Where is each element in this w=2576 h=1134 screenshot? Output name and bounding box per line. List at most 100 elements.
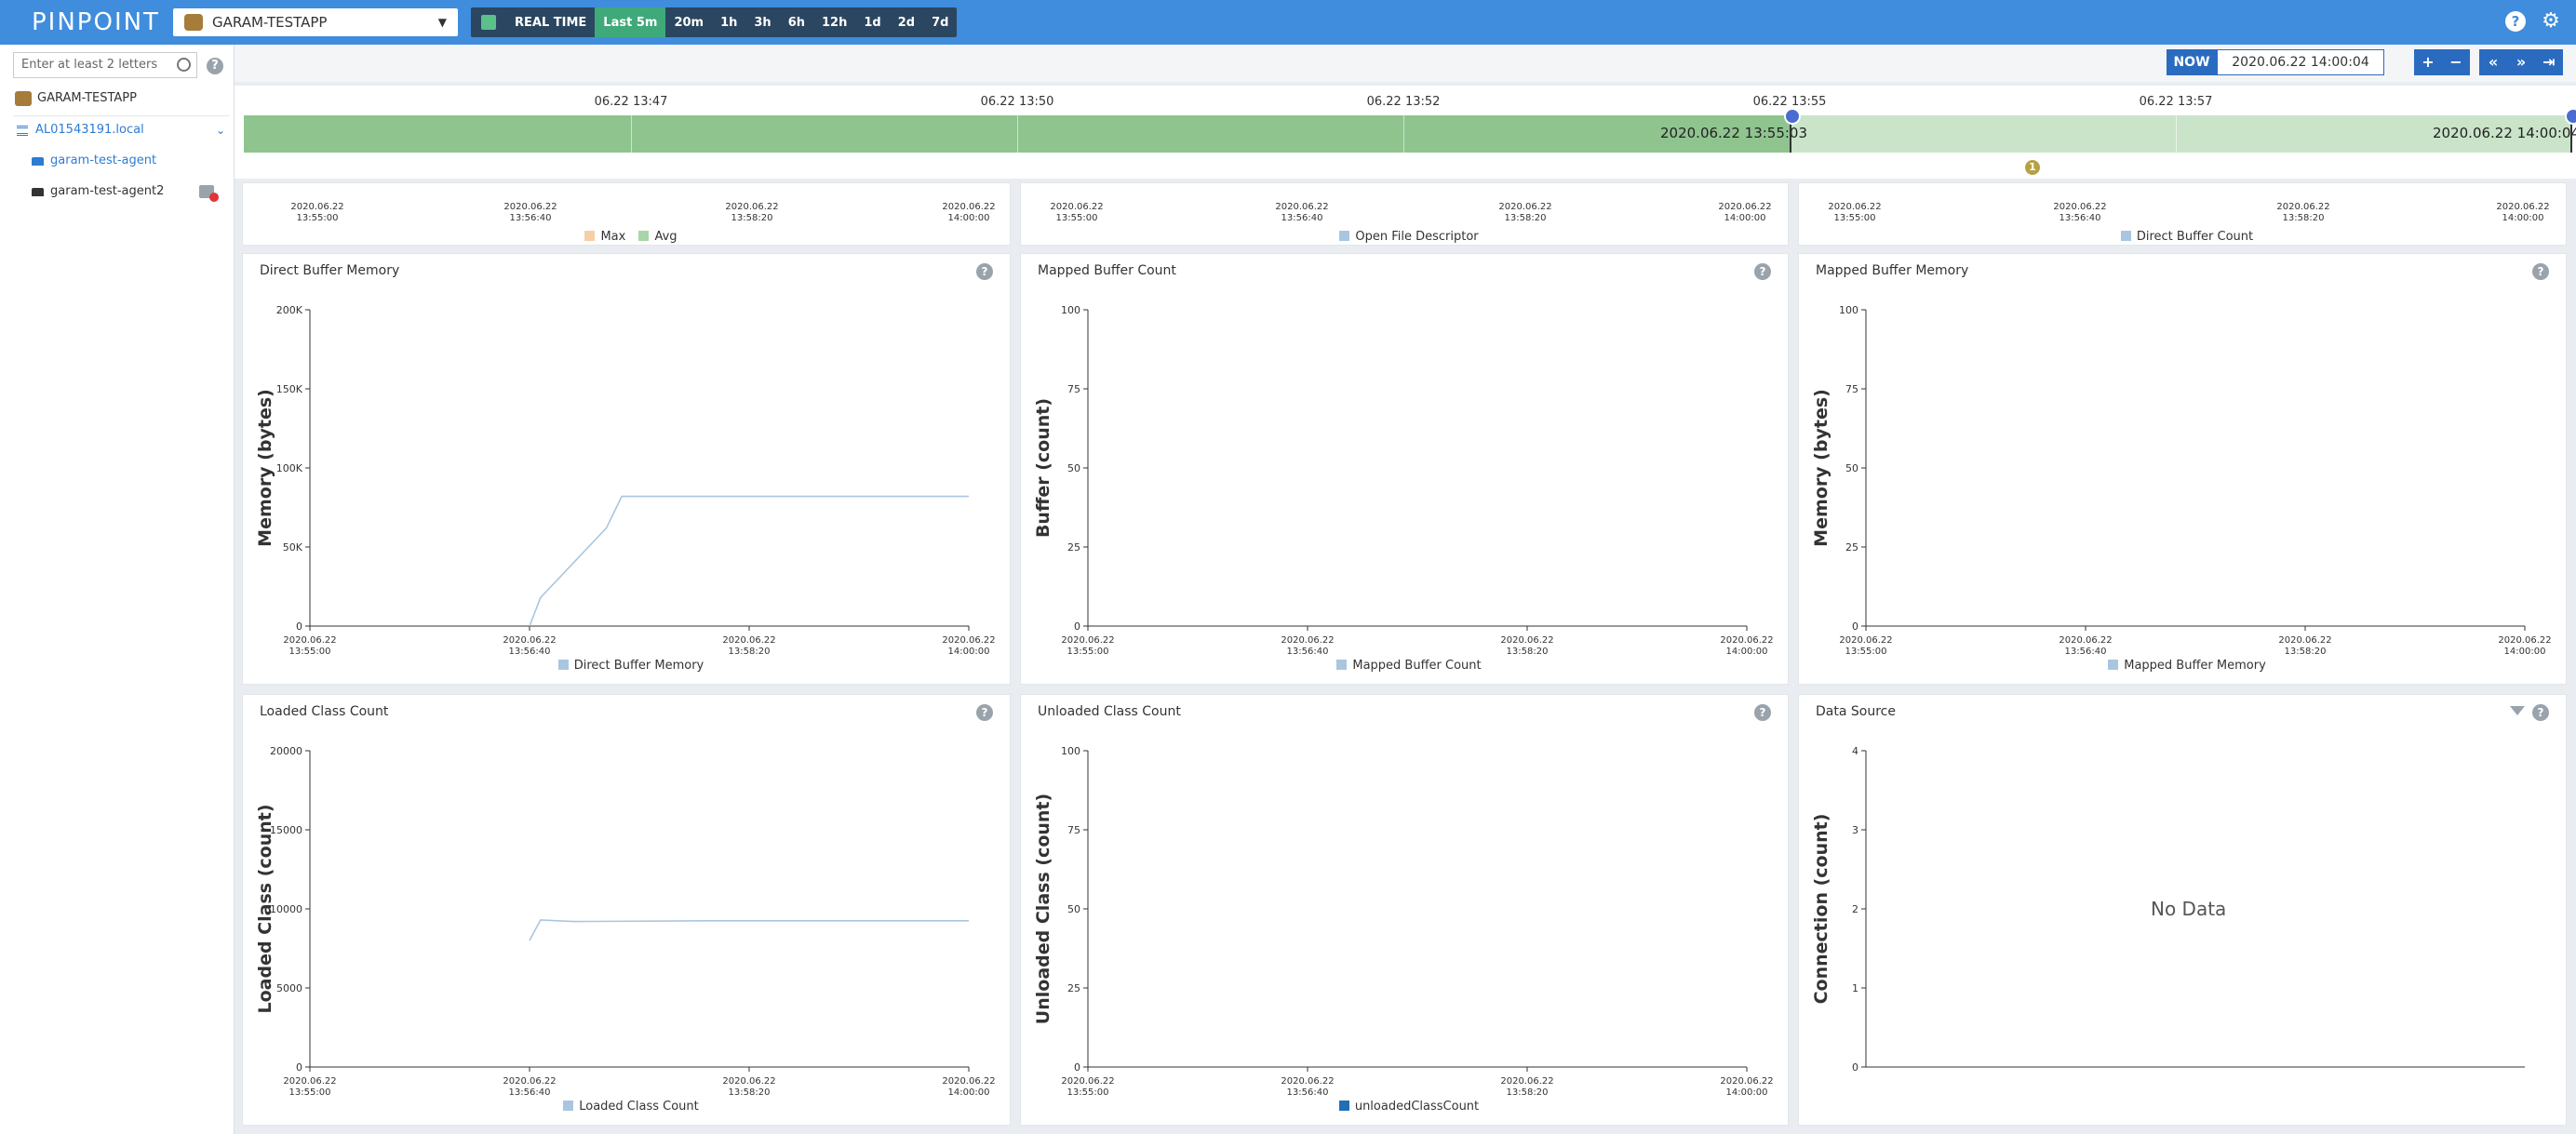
help-icon[interactable]: ? <box>1754 263 1771 280</box>
chart-legend: unloadedClassCount <box>1021 1100 1788 1114</box>
realtime-button[interactable]: REAL TIME <box>515 15 587 30</box>
chart-plot[interactable]: 200K 150K 100K 50K 0 Memory (bytes) 2020.06.22… <box>243 254 1012 686</box>
x-tick-label: 13:55:00 <box>289 647 331 657</box>
y-tick-label: 0 <box>1852 1061 1858 1074</box>
legend-label[interactable]: Mapped Buffer Count <box>1352 659 1482 673</box>
y-tick-label: 100K <box>276 462 303 474</box>
range-button-7d[interactable]: 7d <box>932 15 949 30</box>
agent-search-input[interactable]: Enter at least 2 letters <box>13 52 197 78</box>
legend-swatch <box>563 1101 574 1111</box>
timeline-event-marker[interactable]: 1 <box>2025 160 2040 175</box>
pinpoint-logo[interactable]: PINPOINT <box>32 8 160 36</box>
agent-icon <box>32 157 44 166</box>
range-button-3h[interactable]: 3h <box>754 15 771 30</box>
move-to-end-button[interactable]: ⇥ <box>2542 53 2556 71</box>
y-tick-label: 50 <box>1067 462 1080 474</box>
y-tick-label: 4 <box>1852 745 1858 757</box>
sidebar-agent-garam-test-agent2[interactable]: garam-test-agent2 <box>28 178 229 206</box>
y-tick-label: 50 <box>1845 462 1858 474</box>
chart-plot[interactable]: 4 3 2 1 0 Connection (count) <box>1799 695 2568 1127</box>
zoom-out-button[interactable]: − <box>2449 53 2462 71</box>
range-button-last-5m[interactable]: Last 5m <box>595 7 666 37</box>
server-icon <box>17 126 28 136</box>
y-tick-label: 0 <box>296 620 302 633</box>
legend-label-open-file-descriptor[interactable]: Open File Descriptor <box>1355 230 1479 244</box>
timeline-end-handle[interactable] <box>2565 108 2576 153</box>
chart-plot[interactable]: 100 75 50 25 0 Unloaded Class (count) 2020.06.… <box>1021 695 1790 1127</box>
x-tick-label: 2020.06.22 <box>942 1076 995 1087</box>
chart-legend: Open File Descriptor <box>1021 230 1788 244</box>
legend-label[interactable]: Direct Buffer Memory <box>573 659 704 673</box>
y-tick-label: 25 <box>1067 982 1080 994</box>
range-button-2d[interactable]: 2d <box>897 15 916 30</box>
x-tick-label: 2020.06.22 <box>2059 635 2112 646</box>
calendar-icon[interactable] <box>471 7 506 37</box>
move-forward-button[interactable]: » <box>2516 53 2527 71</box>
application-icon <box>15 91 32 106</box>
range-button-12h[interactable]: 12h <box>822 15 848 30</box>
chevron-down-icon[interactable]: ⌄ <box>215 124 225 137</box>
legend-label-avg[interactable]: Avg <box>654 230 678 244</box>
timeline-tick: 06.22 13:52 <box>1366 95 1441 109</box>
current-time-field[interactable]: 2020.06.22 14:00:04 <box>2217 49 2384 75</box>
sidebar-agent-label: garam-test-agent <box>50 153 157 167</box>
y-tick-label: 100 <box>1061 745 1080 757</box>
x-tick-label: 2020.06.22 <box>1500 1076 1553 1087</box>
help-icon[interactable]: ? <box>1754 704 1771 721</box>
help-icon[interactable]: ? <box>2532 263 2549 280</box>
range-button-6h[interactable]: 6h <box>787 15 806 30</box>
sidebar-agent-garam-test-agent[interactable]: garam-test-agent <box>28 147 229 175</box>
sidebar-application[interactable]: GARAM-TESTAPP <box>13 87 233 110</box>
timeline-selection-end: 2020.06.22 14:00:04 <box>2433 125 2576 141</box>
help-icon[interactable]: ? <box>976 263 993 280</box>
search-placeholder: Enter at least 2 letters <box>21 58 158 72</box>
x-tick-label: 2020.06.22 13:55:00 <box>1828 202 1882 223</box>
x-tick-label: 2020.06.22 <box>2498 635 2551 646</box>
x-tick-label: 2020.06.22 <box>722 635 775 646</box>
timeline-selection-start: 2020.06.22 13:55:03 <box>1660 125 1808 141</box>
x-tick-label: 13:58:20 <box>2285 647 2327 657</box>
range-button-1h[interactable]: 1h <box>720 15 738 30</box>
now-button[interactable]: NOW <box>2167 49 2217 75</box>
series-line <box>529 495 969 627</box>
x-tick-label: 13:56:40 <box>1287 1087 1329 1098</box>
x-tick-label: 13:55:00 <box>1067 1087 1109 1098</box>
y-tick-label: 75 <box>1845 383 1858 395</box>
legend-label[interactable]: Loaded Class Count <box>579 1100 699 1114</box>
x-tick-label: 13:56:40 <box>509 647 551 657</box>
legend-label-direct-buffer-count[interactable]: Direct Buffer Count <box>2136 230 2254 244</box>
application-selector[interactable]: GARAM-TESTAPP ▼ <box>173 8 458 36</box>
x-tick-label: 2020.06.22 <box>283 635 336 646</box>
search-icon[interactable] <box>177 58 191 72</box>
timeline-bar[interactable]: 2020.06.22 13:55:03 2020.06.22 14:00:04 <box>244 108 2576 153</box>
timeline[interactable]: 06.22 13:47 06.22 13:50 06.22 13:52 06.2… <box>235 86 2576 179</box>
range-button-1d[interactable]: 1d <box>864 15 881 30</box>
y-tick-label: 100 <box>1839 304 1858 316</box>
x-tick-label: 2020.06.22 <box>942 635 995 646</box>
chart-plot[interactable]: 20000 15000 10000 5000 0 Loaded Class (count)… <box>243 695 1012 1127</box>
help-icon[interactable]: ? <box>2532 704 2549 721</box>
chart-legend: Direct Buffer Count <box>1799 230 2566 244</box>
gear-icon[interactable]: ⚙ <box>2542 9 2560 33</box>
x-tick-label: 2020.06.22 13:56:40 <box>2053 202 2107 223</box>
filter-icon[interactable] <box>2510 706 2525 715</box>
range-button-20m[interactable]: 20m <box>674 15 704 30</box>
legend-label[interactable]: unloadedClassCount <box>1354 1100 1480 1114</box>
chart-panel-mapped-buffer-memory: Mapped Buffer Memory? 100 75 50 25 0 Memory (b… <box>1798 253 2567 685</box>
sidebar-host[interactable]: AL01543191.local ⌄ <box>13 115 229 143</box>
timeline-start-handle[interactable] <box>1784 108 1801 153</box>
help-icon[interactable]: ? <box>976 704 993 721</box>
x-tick-label: 2020.06.22 14:00:00 <box>2496 202 2550 223</box>
x-tick-label: 13:58:20 <box>729 1087 771 1098</box>
help-icon[interactable]: ? <box>2505 11 2526 32</box>
legend-label-max[interactable]: Max <box>600 230 626 244</box>
sidebar-help-icon[interactable]: ? <box>207 58 223 74</box>
legend-label[interactable]: Mapped Buffer Memory <box>2124 659 2266 673</box>
y-tick-label: 25 <box>1845 541 1858 554</box>
application-name: GARAM-TESTAPP <box>212 14 328 31</box>
zoom-in-button[interactable]: + <box>2422 53 2435 71</box>
y-axis-label: Loaded Class (count) <box>255 804 275 1013</box>
move-backward-button[interactable]: « <box>2488 53 2499 71</box>
